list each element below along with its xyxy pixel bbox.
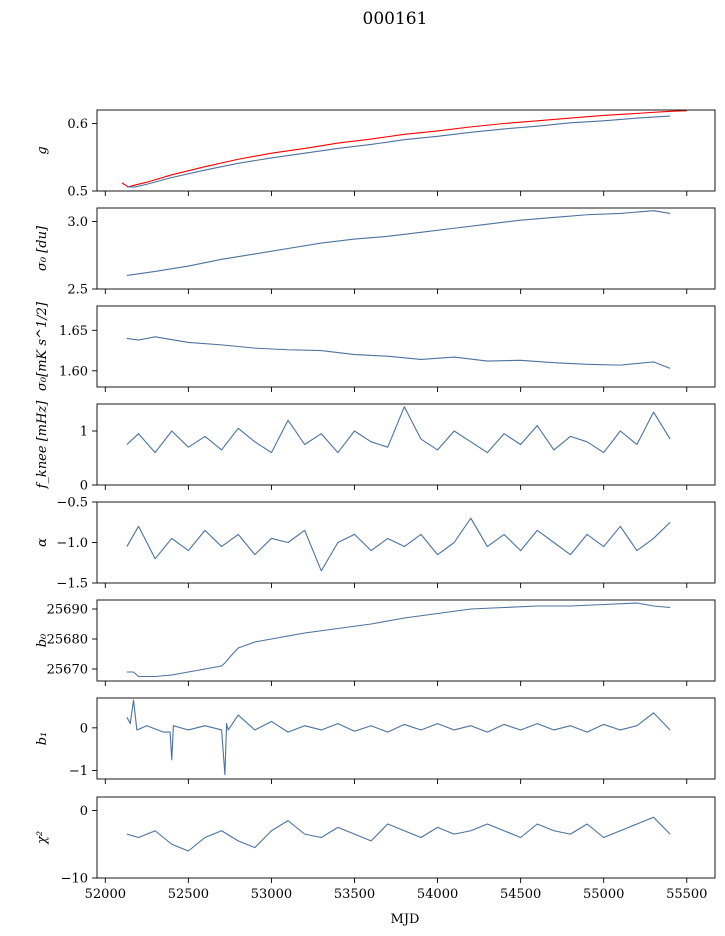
panel-8-ytick-label: −10 — [61, 872, 88, 887]
panel-6-ytick-label: 25670 — [47, 663, 88, 678]
panel-7-frame — [96, 697, 716, 780]
panel-1-series-group — [121, 110, 687, 188]
panel-4-ytick-label: 1 — [80, 425, 88, 440]
x-tick-label: 55500 — [666, 887, 707, 902]
panel-7-ytick-label: −1 — [69, 764, 88, 779]
panel-2-ylabel: σ₀ [du] — [35, 225, 50, 271]
panel-6-ytick-label: 25690 — [47, 603, 88, 618]
panel-6: 25670 25680 25690 b₀ — [35, 599, 716, 686]
x-axis-label: MJD — [391, 912, 420, 927]
figure-title: 000161 — [363, 9, 428, 29]
panel-2-series-group — [126, 210, 671, 277]
x-tick-label: 54000 — [417, 887, 458, 902]
panel-1-series-2-line — [126, 115, 671, 188]
panel-6-series-1-line — [126, 602, 671, 678]
panel-5-series-group — [126, 517, 671, 572]
panel-4-ylabel: f_knee [mHz] — [35, 400, 50, 490]
panel-4-series-1-line — [126, 406, 671, 454]
x-tick-label: 53500 — [334, 887, 375, 902]
panel-7-series-1-line — [126, 699, 671, 776]
x-tick-label: 54500 — [500, 887, 541, 902]
panel-7-series-group — [126, 699, 671, 776]
panel-3-ytick-label: 1.65 — [59, 324, 88, 339]
panel-5-ytick-label: −1.0 — [56, 536, 88, 551]
panel-1-ylabel: g — [35, 146, 50, 154]
panel-2: 2.5 3.0 σ₀ [du] — [35, 207, 716, 298]
panel-8-frame — [96, 796, 716, 879]
panel-7-ytick-label: 0 — [80, 721, 88, 736]
panel-7: −1 0 b₁ — [35, 697, 716, 784]
panel-1-ytick-label: 0.5 — [67, 185, 88, 200]
panel-8: −10 0 52000 52500 53000 53500 54000 54500 55000 5… — [35, 796, 716, 902]
panel-8-ytick-label: 0 — [80, 804, 88, 819]
panel-1-ytick-label: 0.6 — [67, 117, 88, 132]
panel-5-series-1-line — [126, 517, 671, 572]
panel-5-ylabel: α — [35, 538, 50, 547]
panel-1-frame — [96, 109, 716, 192]
panel-3: 1.60 1.65 σ₀[mK s^1/2] — [35, 301, 716, 392]
x-tick-label: 52000 — [85, 887, 126, 902]
panel-3-series-1-line — [126, 336, 671, 369]
panel-6-ytick-label: 25680 — [47, 633, 88, 648]
panel-6-series-group — [126, 602, 671, 678]
panel-1-series-1-line — [121, 110, 687, 188]
panel-5-ytick-label: −1.5 — [56, 577, 88, 592]
panel-5: −1.5 −1.0 −0.5 α — [35, 496, 716, 592]
panel-8-ylabel: χ² — [35, 831, 50, 845]
panel-2-ytick-label: 3.0 — [67, 215, 88, 230]
panel-4: 0 1 f_knee [mHz] — [35, 400, 716, 494]
panel-8-series-group — [126, 816, 671, 852]
panel-3-ytick-label: 1.60 — [59, 364, 88, 379]
panels: 0.5 0.6 g 2.5 3.0 σ₀ [du] 1.60 1.65 σ₀[mK s^1/2]… — [35, 109, 716, 902]
panel-5-ytick-label: −0.5 — [56, 496, 88, 511]
panel-8-series-1-line — [126, 816, 671, 852]
panel-3-frame — [96, 305, 716, 388]
panel-4-series-group — [126, 406, 671, 454]
panel-6-ylabel: b₀ — [35, 633, 50, 647]
panel-1: 0.5 0.6 g — [35, 109, 716, 200]
panel-3-ylabel: σ₀[mK s^1/2] — [35, 301, 50, 391]
panel-4-ytick-label: 0 — [80, 479, 88, 494]
x-tick-label: 52500 — [168, 887, 209, 902]
panel-3-series-group — [126, 336, 671, 369]
panel-4-frame — [96, 403, 716, 486]
panel-2-frame — [96, 207, 716, 290]
panel-7-ylabel: b₁ — [35, 732, 50, 746]
x-tick-label: 55000 — [583, 887, 624, 902]
panel-5-frame — [96, 501, 716, 584]
panel-2-series-1-line — [126, 210, 671, 277]
x-tick-label: 53000 — [251, 887, 292, 902]
panel-6-frame — [96, 599, 716, 682]
panel-2-ytick-label: 2.5 — [67, 283, 88, 298]
